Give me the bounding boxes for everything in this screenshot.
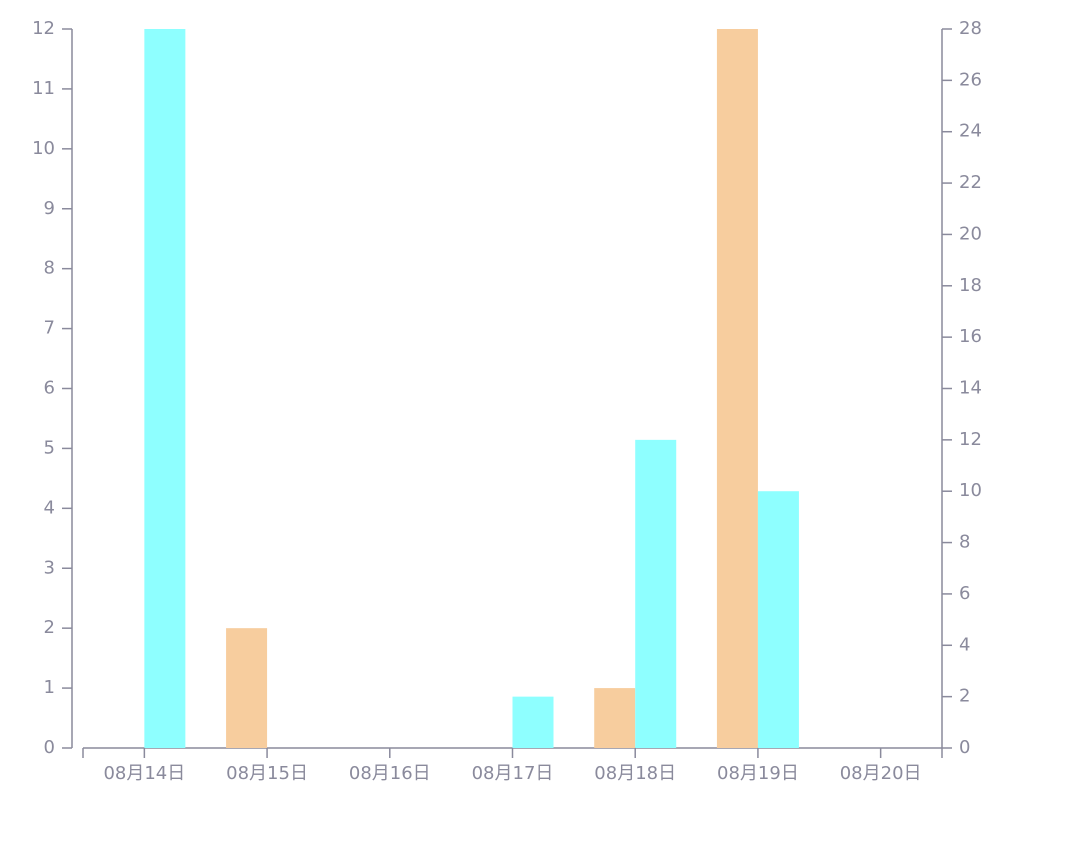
- y-tick-label: 5: [44, 437, 55, 458]
- x-tick-label: 08月17日: [472, 763, 554, 784]
- bar: [594, 688, 636, 748]
- y2-tick-label: 2: [959, 686, 970, 707]
- x-tick-label: 08月15日: [226, 763, 308, 784]
- y2-tick-label: 4: [959, 634, 970, 655]
- y-tick-label: 8: [44, 258, 55, 279]
- bar: [226, 628, 268, 748]
- y2-tick-label: 22: [959, 172, 982, 193]
- y-tick-label: 7: [44, 318, 55, 339]
- x-tick-label: 08月14日: [103, 763, 185, 784]
- y2-tick-label: 8: [959, 532, 970, 553]
- y-tick-label: 12: [32, 18, 55, 39]
- x-tick-label: 08月19日: [717, 763, 799, 784]
- y2-tick-label: 24: [959, 121, 982, 142]
- y2-tick-label: 10: [959, 480, 982, 501]
- y-tick-label: 4: [44, 497, 55, 518]
- y2-tick-label: 16: [959, 326, 982, 347]
- y-tick-label: 2: [44, 617, 55, 638]
- y2-tick-label: 0: [959, 737, 970, 758]
- bar: [757, 491, 799, 748]
- y2-tick-label: 18: [959, 275, 982, 296]
- y-tick-label: 11: [32, 78, 55, 99]
- y2-tick-label: 20: [959, 223, 982, 244]
- y2-tick-label: 26: [959, 69, 982, 90]
- y-tick-label: 3: [44, 557, 55, 578]
- x-tick-label: 08月18日: [594, 763, 676, 784]
- x-tick-label: 08月16日: [349, 763, 431, 784]
- y2-tick-label: 6: [959, 583, 970, 604]
- bar: [716, 29, 758, 748]
- y-tick-label: 10: [32, 138, 55, 159]
- y-tick-label: 0: [44, 737, 55, 758]
- y2-tick-label: 14: [959, 378, 982, 399]
- y-tick-label: 6: [44, 378, 55, 399]
- y2-tick-label: 12: [959, 429, 982, 450]
- y-tick-label: 9: [44, 198, 55, 219]
- x-tick-label: 08月20日: [840, 763, 922, 784]
- bar: [144, 29, 186, 748]
- y2-tick-label: 28: [959, 18, 982, 39]
- y-tick-label: 1: [44, 677, 55, 698]
- bar: [635, 439, 677, 748]
- bar: [512, 696, 554, 748]
